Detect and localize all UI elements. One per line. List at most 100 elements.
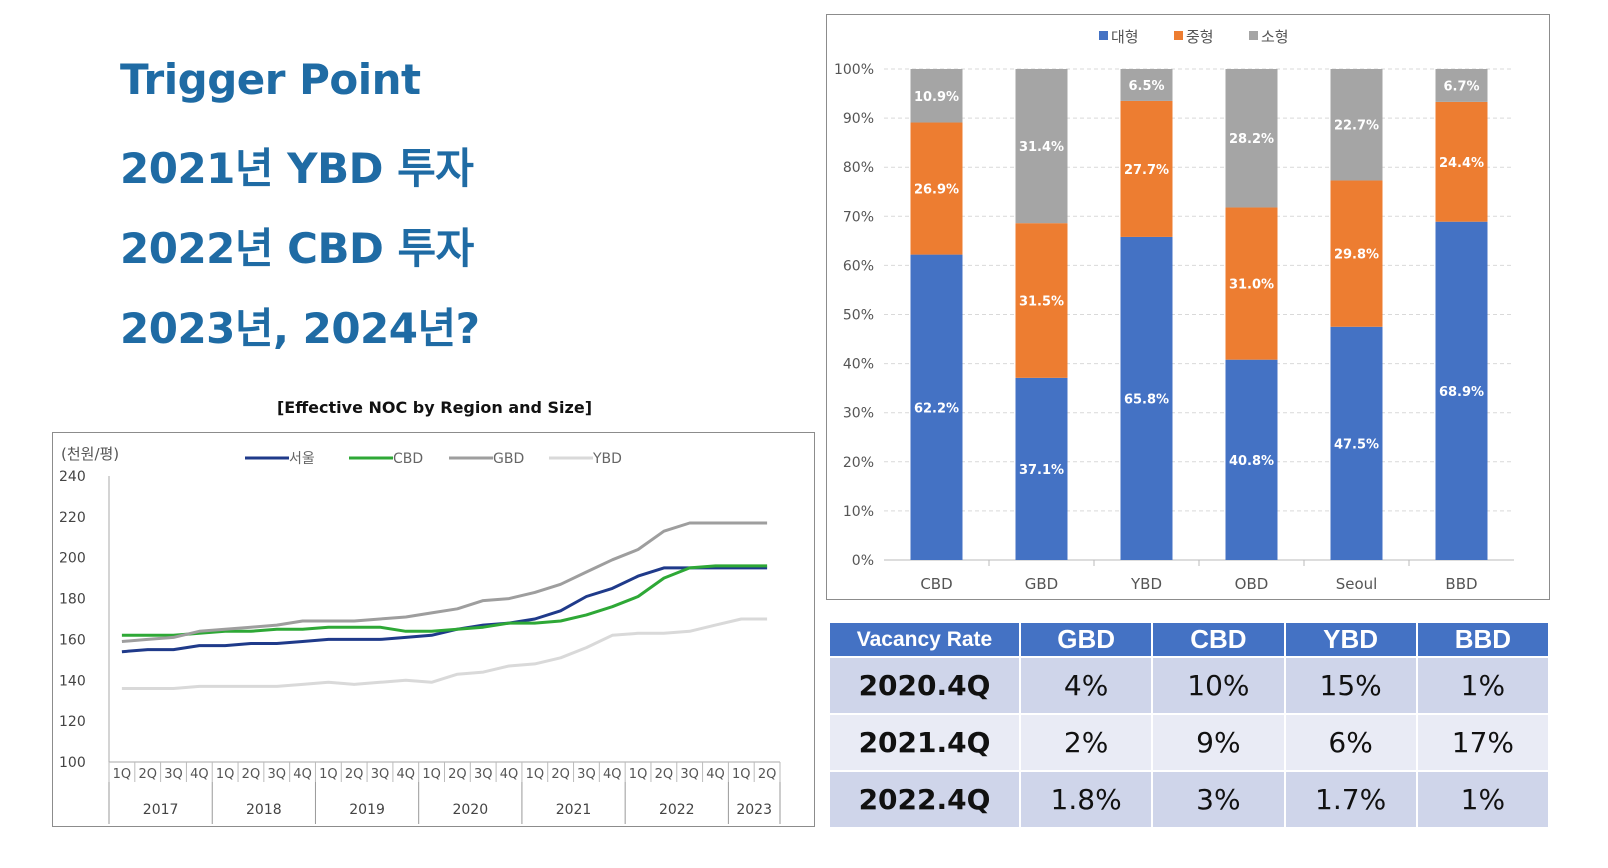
table-cell: 1% — [1415, 770, 1551, 829]
year-label: 2018 — [246, 802, 282, 818]
table-cell: 15% — [1283, 656, 1418, 715]
data-label: 28.2% — [1229, 132, 1274, 147]
y-tick-label: 60% — [843, 258, 874, 274]
bar-segment-소형 — [1225, 69, 1278, 208]
x-tick-label: 3Q — [164, 767, 183, 782]
line-chart-frame: (천원/평) 서울 CBD GBD YBD 100 120 140 160 180 200 220 24… — [52, 432, 815, 827]
bar-segment-소형 — [1435, 69, 1488, 102]
table-cell: 9% — [1151, 713, 1286, 772]
stacked-bar-chart: 0% 10% 20% 30% 40% 50% 60% 70% 80% 90% 100% 대형 중형 소형 6… — [834, 28, 1514, 593]
data-label: 47.5% — [1334, 437, 1379, 452]
y-tick-label: 30% — [843, 406, 874, 422]
data-label: 6.5% — [1128, 79, 1164, 94]
x-tick-label: 2Q — [138, 767, 157, 782]
x-tick-label: 3Q — [577, 767, 596, 782]
line-chart-title: [Effective NOC by Region and Size] — [276, 398, 593, 417]
y-tick-label: 220 — [59, 510, 86, 526]
bar-segment-소형 — [1120, 69, 1173, 101]
headline-2022: 2022년 CBD 투자 — [120, 224, 474, 273]
line-chart: (천원/평) 서울 CBD GBD YBD 100 120 140 160 180 200 220 24… — [59, 445, 781, 824]
bar-chart-frame: 0% 10% 20% 30% 40% 50% 60% 70% 80% 90% 100% 대형 중형 소형 6… — [826, 14, 1550, 600]
x-tick-label: 2Q — [448, 767, 467, 782]
y-tick-label: 20% — [843, 455, 874, 471]
table-cell: 4% — [1018, 656, 1154, 715]
data-label: 65.8% — [1124, 392, 1169, 407]
x-tick-label: 4Q — [397, 767, 416, 782]
y-tick-label: 10% — [843, 504, 874, 520]
y-unit-label: (천원/평) — [61, 445, 119, 463]
y-tick-label: 120 — [59, 714, 86, 730]
vacancy-rate-table: Vacancy Rate GBD CBD YBD BBD 2020.4Q 4% … — [828, 621, 1551, 829]
bar-segment-중형 — [1015, 223, 1068, 378]
data-label: 24.4% — [1439, 156, 1484, 171]
table-row: 2022.4Q 1.8% 3% 1.7% 1% — [828, 770, 1551, 829]
bar-segment-대형 — [1015, 377, 1068, 560]
table-header-cell: Vacancy Rate — [828, 621, 1021, 658]
headline-2021: 2021년 YBD 투자 — [120, 144, 474, 193]
bar-segment-대형 — [1120, 236, 1173, 560]
y-tick-label: 240 — [59, 469, 86, 485]
x-tick-label: CBD — [920, 575, 952, 593]
year-label: 2019 — [349, 802, 385, 818]
x-tick-label: 1Q — [216, 767, 235, 782]
table-header-cell: GBD — [1018, 621, 1154, 658]
bar-segment-대형 — [910, 254, 963, 560]
year-label: 2020 — [452, 802, 488, 818]
x-tick-label: 4Q — [293, 767, 312, 782]
data-label: 68.9% — [1439, 385, 1484, 400]
y-tick-label: 70% — [843, 209, 874, 225]
x-tick-label: 2Q — [551, 767, 570, 782]
x-tick-label: 3Q — [680, 767, 699, 782]
y-tick-label: 50% — [843, 308, 874, 324]
legend-label: CBD — [393, 451, 423, 467]
x-tick-label: 1Q — [526, 767, 545, 782]
x-tick-label: 3Q — [474, 767, 493, 782]
y-tick-label: 80% — [843, 160, 874, 176]
series-line-CBD — [121, 564, 768, 637]
x-tick-label: YBD — [1130, 575, 1162, 593]
x-tick-label: 4Q — [603, 767, 622, 782]
bar-segment-중형 — [1330, 180, 1383, 327]
table-cell: 3% — [1151, 770, 1286, 829]
series-line-YBD — [121, 617, 768, 690]
x-tick-label: OBD — [1235, 575, 1269, 593]
data-label: 40.8% — [1229, 454, 1274, 469]
year-label: 2023 — [736, 802, 772, 818]
series-line-GBD — [121, 521, 768, 643]
year-label: 2021 — [556, 802, 592, 818]
x-tick-label: 1Q — [319, 767, 338, 782]
legend-swatch — [1249, 31, 1258, 40]
table-header-cell: YBD — [1283, 621, 1418, 658]
table-header-row: Vacancy Rate GBD CBD YBD BBD — [828, 621, 1551, 658]
x-tick-label: Seoul — [1336, 575, 1378, 593]
data-label: 31.0% — [1229, 278, 1274, 293]
table-row-label: 2022.4Q — [828, 770, 1021, 829]
table-cell: 1.8% — [1018, 770, 1154, 829]
bar-segment-중형 — [910, 122, 963, 255]
table-cell: 1.7% — [1283, 770, 1418, 829]
bar-segment-중형 — [1225, 207, 1278, 360]
bar-segment-대형 — [1330, 326, 1383, 560]
x-tick-label: 2Q — [655, 767, 674, 782]
y-tick-label: 90% — [843, 111, 874, 127]
data-label: 37.1% — [1019, 463, 1064, 478]
x-tick-label: 3Q — [371, 767, 390, 782]
legend-label: YBD — [592, 451, 622, 467]
x-tick-label: 4Q — [500, 767, 519, 782]
y-tick-label: 140 — [59, 673, 86, 689]
legend-swatch — [1174, 31, 1183, 40]
legend-swatch — [1099, 31, 1108, 40]
bar-segment-중형 — [1435, 101, 1488, 222]
data-label: 31.5% — [1019, 295, 1064, 310]
y-tick-label: 100 — [59, 755, 86, 771]
data-label: 27.7% — [1124, 163, 1169, 178]
series-line-서울 — [121, 566, 768, 654]
table-cell: 2% — [1018, 713, 1154, 772]
y-tick-label: 100% — [834, 62, 874, 78]
bar-segment-중형 — [1120, 100, 1173, 237]
x-tick-label: BBD — [1445, 575, 1477, 593]
data-label: 6.7% — [1443, 79, 1479, 94]
data-label: 31.4% — [1019, 140, 1064, 155]
x-tick-label: 2Q — [345, 767, 364, 782]
x-tick-label: 1Q — [629, 767, 648, 782]
